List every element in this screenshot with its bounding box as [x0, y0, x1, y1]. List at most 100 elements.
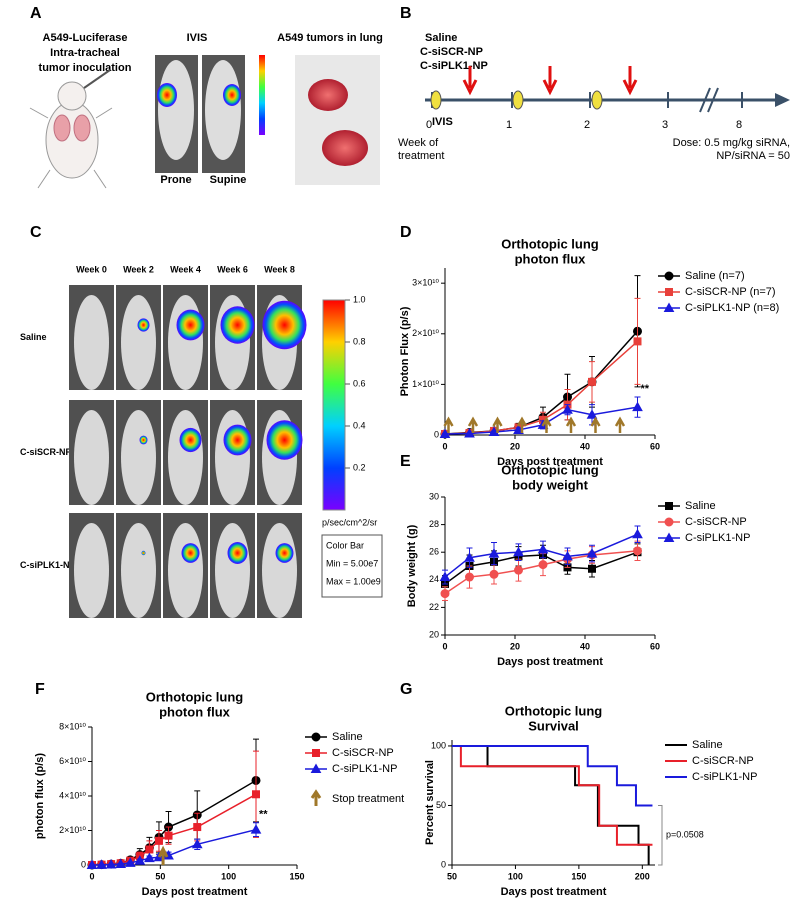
mouse [262, 523, 297, 618]
week-label: Week 0 [76, 264, 107, 274]
series-line [444, 551, 638, 585]
marker [164, 831, 173, 840]
chart-title: photon flux [159, 704, 231, 719]
marker [464, 552, 475, 562]
legend-label: C-siSCR-NP (n=7) [685, 286, 776, 298]
legend-label: Saline [685, 500, 716, 512]
legend-label: C-siSCR-NP [332, 747, 394, 759]
series-line [444, 533, 638, 578]
marker [145, 845, 154, 854]
x-tick-label: 40 [580, 641, 590, 651]
marker [665, 502, 673, 510]
marker [439, 428, 451, 438]
y-tick-label: 3×10¹⁰ [412, 278, 439, 288]
y-axis-label: Percent survival [424, 760, 436, 845]
signal [181, 543, 200, 563]
text: p/sec/cm^2/sr [322, 517, 377, 527]
text: NP/siRNA = 50 [716, 150, 790, 162]
signal [220, 306, 255, 344]
y-tick-label: 100 [431, 740, 446, 750]
marker [134, 855, 146, 865]
x-tick-label: 150 [289, 871, 304, 881]
y-tick-label: 0 [434, 429, 439, 439]
signal [262, 300, 307, 350]
x-tick-label: 0 [442, 641, 447, 651]
dose-arrow [542, 66, 558, 96]
panel-label: B [400, 5, 412, 22]
marker [632, 528, 643, 539]
ivis-marker [512, 90, 524, 110]
y-tick-label: 6×10¹⁰ [59, 756, 86, 766]
signal [223, 424, 252, 456]
mouse [121, 295, 156, 390]
bracket [658, 804, 663, 866]
text: treatment [398, 150, 444, 162]
signal [223, 84, 241, 106]
treatment-arrow [467, 416, 479, 433]
panel-label: G [400, 681, 412, 698]
y-tick-label: 2×10¹⁰ [59, 825, 86, 835]
marker [154, 836, 163, 845]
treatment-arrow [590, 416, 601, 433]
mouse [215, 523, 250, 618]
y-tick-label: 20 [429, 629, 439, 639]
week-label: 2 [584, 119, 590, 131]
colorbar [259, 55, 265, 135]
text: tumor inoculation [39, 62, 132, 74]
panel-label: F [35, 681, 45, 698]
text: A549-Luciferase [43, 32, 128, 44]
series-line [91, 793, 257, 866]
marker [86, 859, 98, 869]
marker [105, 858, 117, 869]
x-axis-label: Days post treatment [142, 886, 248, 898]
marker [440, 589, 450, 599]
y-tick-label: 28 [429, 519, 439, 529]
ivis-marker [430, 90, 442, 110]
mouse [121, 523, 156, 618]
legend-label: C-siSCR-NP [692, 755, 754, 767]
legend-arrow [310, 789, 322, 806]
panel-label: C [30, 224, 42, 241]
mouse [205, 60, 241, 160]
text: Prone [160, 174, 191, 186]
text: C-siPLK1-NP [420, 60, 488, 72]
marker [191, 838, 203, 849]
annotation: p=0.0508 [666, 830, 704, 840]
legend-label: C-siPLK1-NP (n=8) [685, 302, 779, 314]
mouse [168, 523, 203, 618]
treatment-arrow [492, 416, 503, 433]
legend-label: C-siPLK1-NP [692, 771, 757, 783]
stop-arrow [157, 845, 169, 865]
panel-label: D [400, 224, 412, 241]
colorbar-label: 0.4 [353, 420, 366, 430]
treatment-arrow [541, 416, 552, 433]
treatment-arrow [443, 416, 454, 433]
marker [252, 790, 260, 799]
series-line [91, 828, 257, 866]
signal [275, 543, 294, 563]
y-tick-label: 1×10¹⁰ [412, 379, 439, 389]
marker [465, 572, 474, 582]
legend-label: C-siPLK1-NP [332, 763, 397, 775]
text: IVIS [187, 32, 208, 44]
x-tick-label: 150 [571, 871, 586, 881]
colorbar-label: 0.2 [353, 462, 366, 472]
series-line [444, 406, 638, 435]
ivis-marker [591, 90, 603, 110]
x-tick-label: 20 [510, 641, 520, 651]
treatment-arrow [516, 416, 528, 433]
marker [144, 852, 155, 863]
text: Min = 5.00e7 [326, 558, 378, 568]
legend-label: Stop treatment [332, 793, 404, 805]
marker [562, 404, 573, 414]
marker [193, 823, 202, 832]
week-label: Week 8 [264, 264, 295, 274]
x-tick-label: 100 [508, 871, 523, 881]
chart-title: body weight [512, 477, 589, 492]
legend-label: Saline [692, 739, 723, 751]
marker [663, 302, 675, 312]
signal [179, 427, 202, 453]
mouse [215, 410, 250, 505]
x-tick-label: 50 [447, 871, 457, 881]
group-label: C-siSCR-NP [20, 447, 72, 457]
